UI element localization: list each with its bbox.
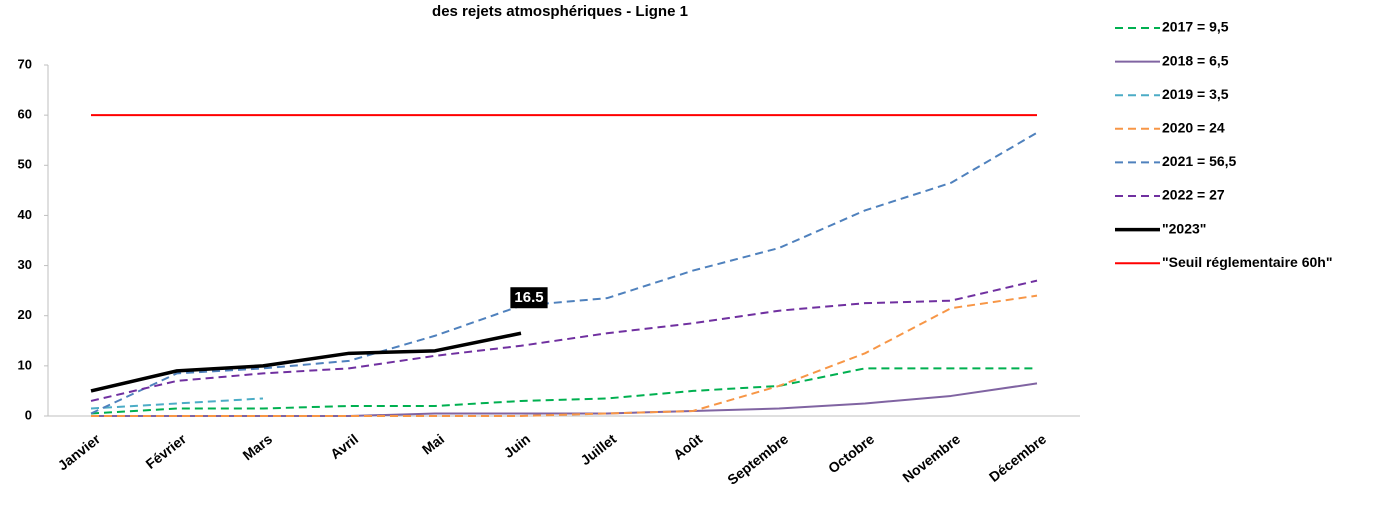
legend-label: 2022 = 27 — [1162, 187, 1225, 203]
legend-label: 2017 = 9,5 — [1162, 19, 1229, 35]
x-tick-label: Décembre — [986, 431, 1049, 485]
series-line — [90, 131, 1038, 415]
y-tick-label: 40 — [18, 207, 32, 222]
chart-title: des rejets atmosphériques - Ligne 1 — [432, 3, 688, 20]
x-tick-label: Février — [142, 430, 189, 472]
y-tick-label: 70 — [18, 56, 32, 71]
legend-label: 2018 = 6,5 — [1162, 52, 1229, 68]
y-tick-label: 10 — [18, 357, 32, 372]
x-tick-label: Novembre — [899, 431, 963, 486]
data-label-box — [510, 287, 548, 309]
x-tick-label: Septembre — [724, 431, 791, 488]
legend-label: 2021 = 56,5 — [1162, 153, 1237, 169]
series-line — [90, 367, 1037, 415]
series-line — [90, 279, 1038, 402]
series-line — [91, 294, 1038, 417]
y-tick-label: 60 — [18, 107, 32, 122]
legend-label: 2019 = 3,5 — [1162, 86, 1229, 102]
series-line — [90, 331, 522, 393]
legend-label: "2023" — [1162, 220, 1206, 236]
legend-label: 2020 = 24 — [1162, 120, 1225, 136]
x-tick-label: Avril — [327, 431, 361, 462]
legend-label: "Seuil réglementaire 60h" — [1162, 254, 1332, 270]
x-tick-label: Juillet — [577, 430, 619, 468]
y-tick-label: 30 — [18, 257, 32, 272]
y-tick-label: 0 — [25, 407, 32, 422]
x-tick-label: Octobre — [825, 431, 877, 477]
y-tick-label: 20 — [18, 307, 32, 322]
x-tick-label: Juin — [501, 431, 534, 461]
x-tick-label: Août — [670, 430, 705, 462]
x-tick-label: Mars — [240, 431, 276, 464]
series-line — [90, 397, 264, 410]
y-tick-label: 50 — [18, 157, 32, 172]
data-label: 16.5 — [514, 289, 543, 306]
x-tick-label: Mai — [419, 431, 447, 458]
x-tick-label: Janvier — [55, 430, 104, 473]
